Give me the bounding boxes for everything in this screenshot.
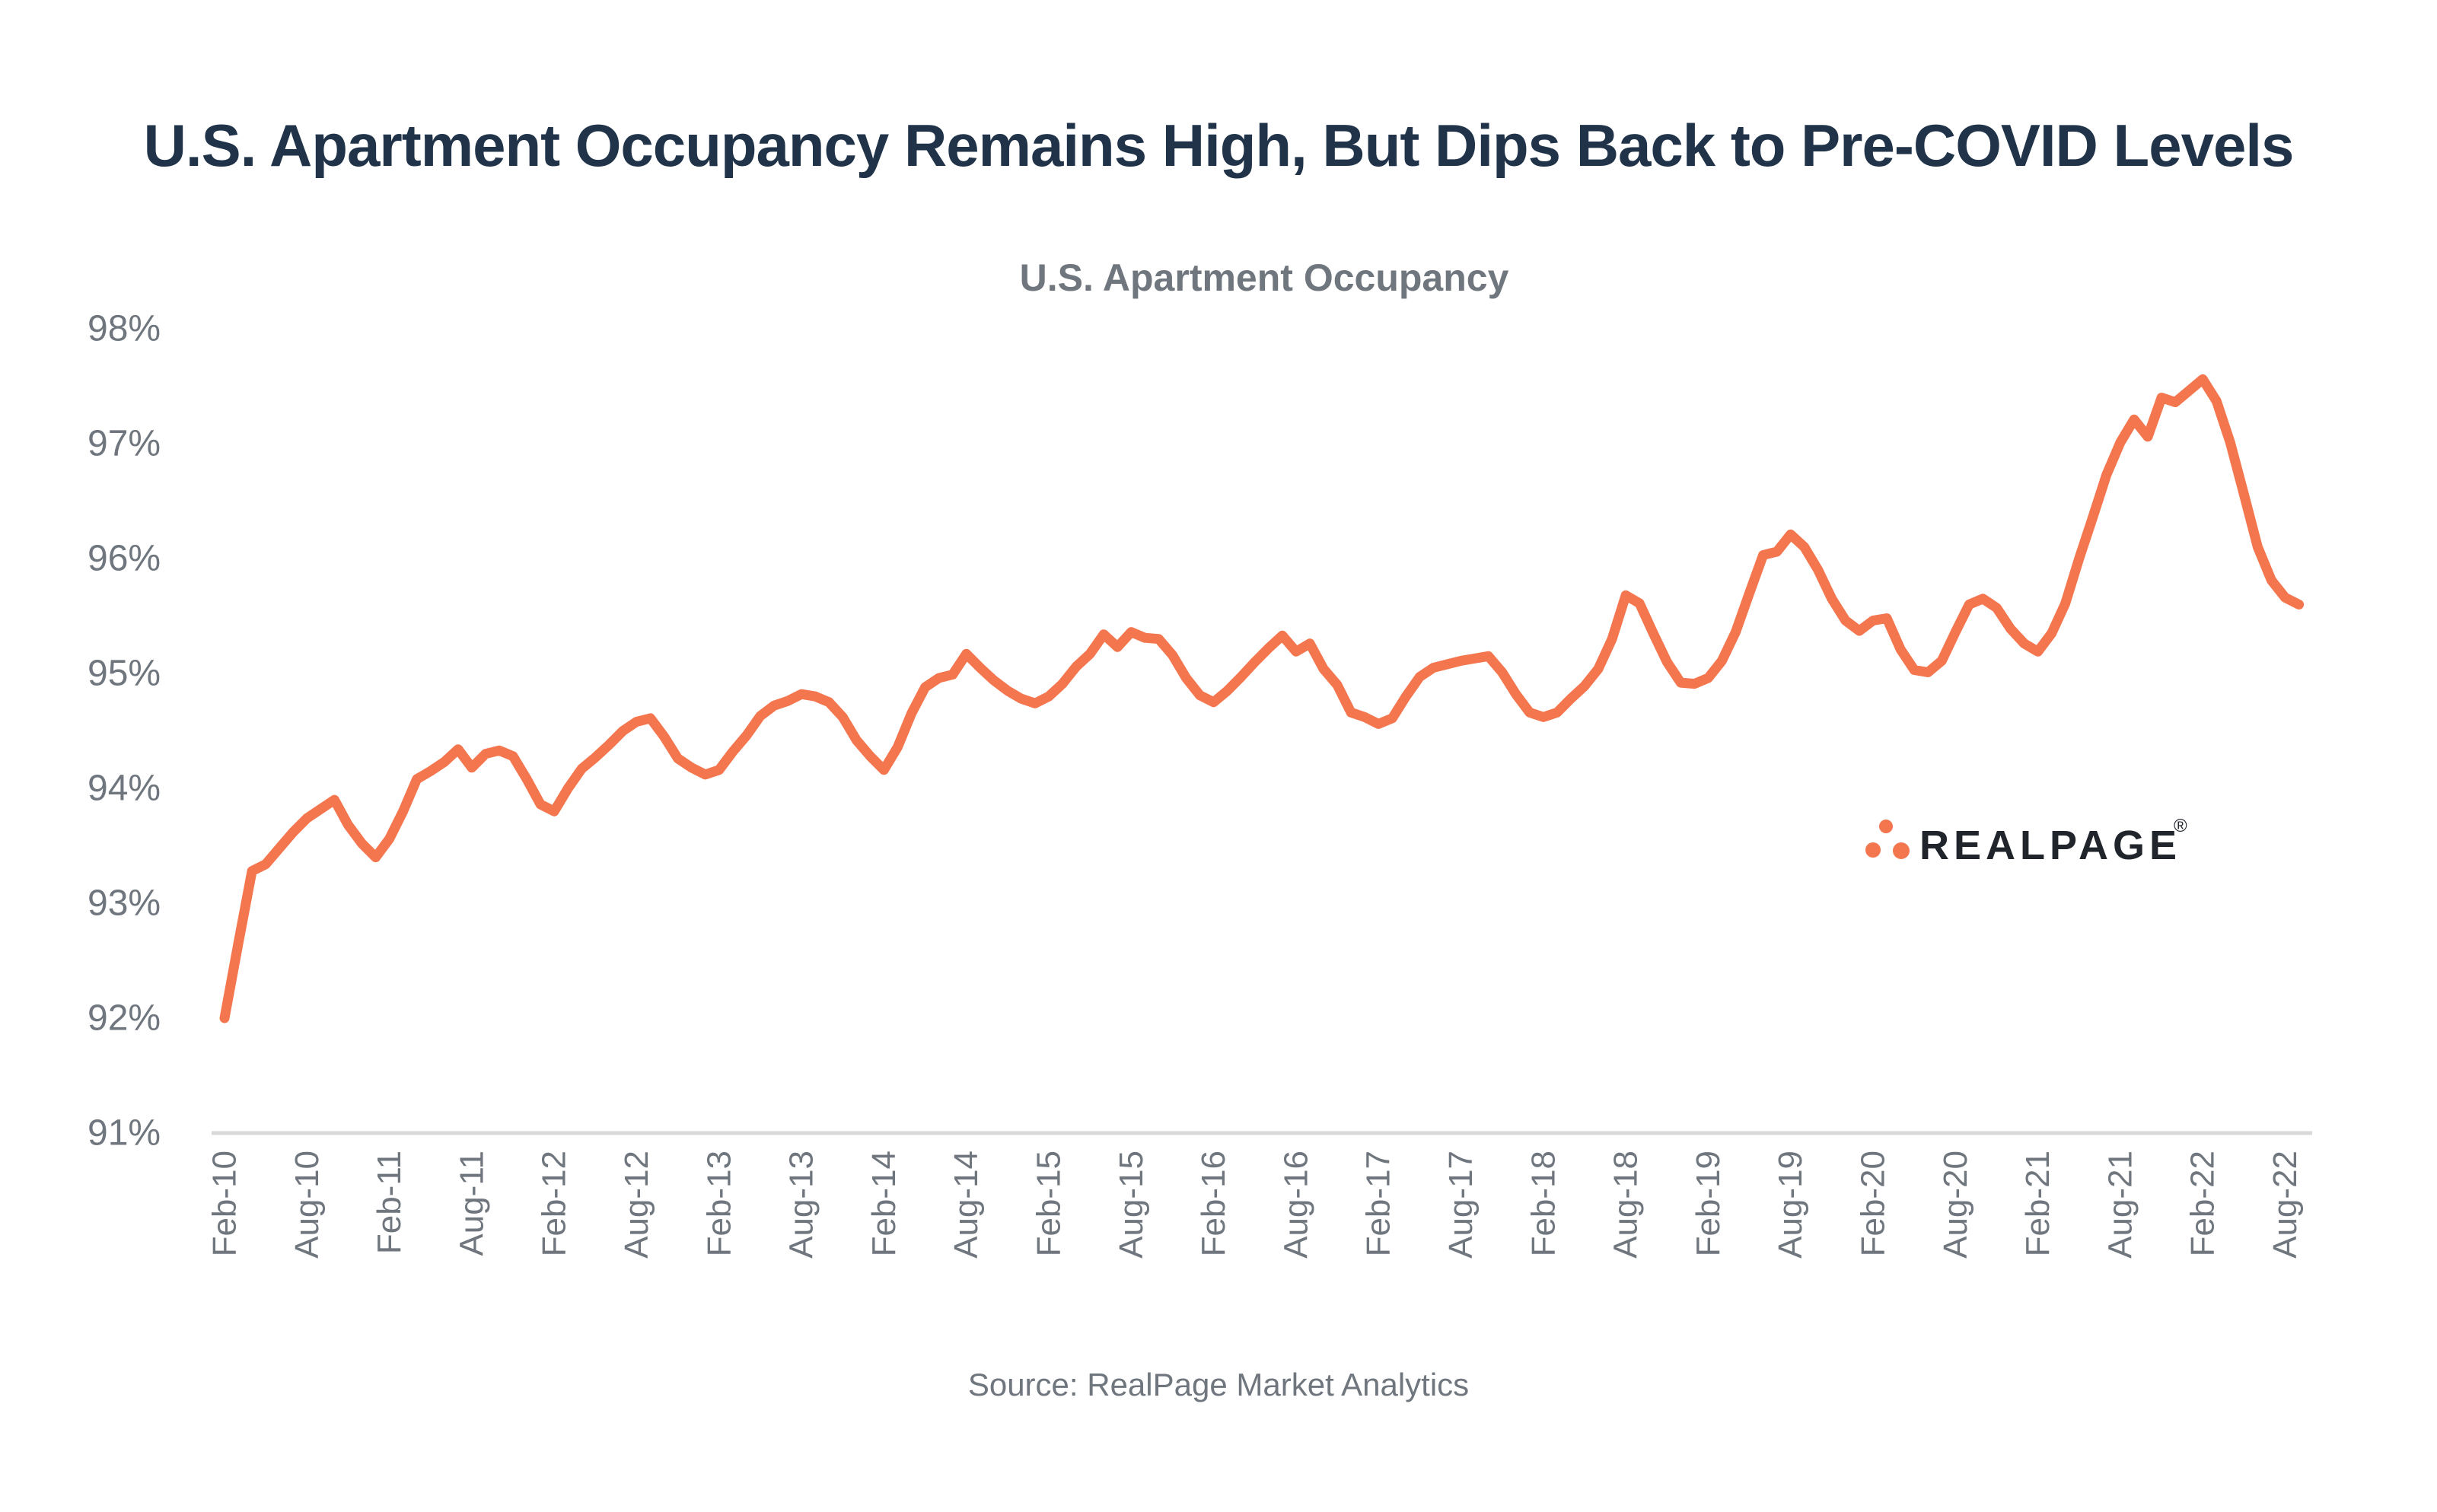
y-axis-tick-label: 91% [88, 1113, 161, 1154]
realpage-logo-dots-icon [1865, 820, 1910, 859]
x-axis-tick-label: Feb-18 [1524, 1151, 1562, 1256]
y-axis-tick-label: 94% [88, 769, 161, 809]
y-axis-tick-label: 97% [88, 424, 161, 464]
x-axis-tick-label: Aug-15 [1113, 1151, 1150, 1259]
x-axis-tick-label: Feb-11 [371, 1151, 408, 1254]
x-axis-tick-label: Aug-12 [618, 1151, 655, 1259]
x-axis-tick-label: Aug-21 [2101, 1151, 2139, 1259]
x-axis-tick-label: Aug-17 [1442, 1151, 1480, 1259]
x-axis-tick-label: Aug-18 [1607, 1151, 1645, 1259]
x-axis-tick-label: Aug-14 [948, 1151, 985, 1259]
y-axis-tick-label: 95% [88, 654, 161, 694]
x-axis-tick-label: Aug-10 [288, 1151, 326, 1259]
x-axis-tick-label: Feb-21 [2019, 1151, 2056, 1256]
x-axis-tick-label: Feb-15 [1031, 1151, 1068, 1256]
x-axis-tick-label: Feb-19 [1690, 1151, 1727, 1256]
page-title: U.S. Apartment Occupancy Remains High, B… [143, 112, 2295, 179]
registered-trademark-icon: ® [2174, 816, 2187, 836]
y-axis-tick-label: 93% [88, 883, 161, 924]
x-axis-tick-label: Aug-22 [2267, 1151, 2304, 1259]
x-axis-tick-label: Feb-22 [2184, 1151, 2222, 1256]
x-axis-tick-label: Feb-13 [700, 1151, 737, 1256]
y-axis-tick-label: 92% [88, 998, 161, 1039]
x-axis-tick-label: Aug-11 [453, 1151, 490, 1256]
source-attribution: Source: RealPage Market Analytics [967, 1367, 1470, 1402]
x-axis-tick-label: Feb-16 [1195, 1151, 1232, 1256]
x-axis-tick-label: Feb-20 [1855, 1151, 1892, 1256]
occupancy-series-line [219, 374, 2305, 1023]
y-axis-tick-label: 98% [88, 309, 161, 349]
x-axis-tick-label: Feb-14 [865, 1151, 903, 1256]
x-axis-tick-label: Aug-13 [783, 1151, 820, 1259]
x-axis-tick-label: Feb-17 [1360, 1151, 1397, 1256]
x-axis-tick-label: Aug-19 [1772, 1151, 1809, 1259]
x-axis-tick-label: Feb-10 [206, 1151, 244, 1256]
x-axis-tick-label: Aug-20 [1937, 1151, 1974, 1259]
realpage-wordmark: REALPAGE [1919, 823, 2182, 868]
x-axis-tick-label: Feb-12 [536, 1151, 573, 1256]
y-axis-tick-label: 96% [88, 539, 161, 579]
x-axis-tick-label: Aug-16 [1277, 1151, 1314, 1259]
chart-title: U.S. Apartment Occupancy [1019, 256, 1509, 299]
